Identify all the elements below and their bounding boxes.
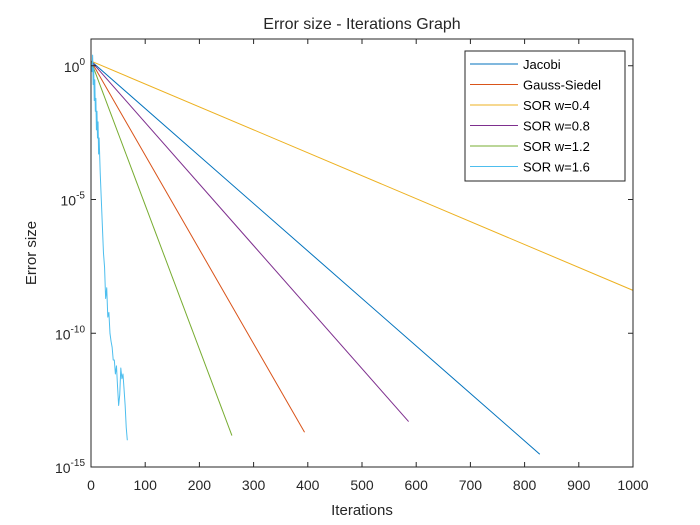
- legend-label-4: SOR w=1.2: [523, 139, 590, 154]
- y-tick-exponent: -5: [76, 191, 85, 202]
- series-line-2: [90, 60, 634, 291]
- y-tick-exponent: -15: [71, 458, 86, 469]
- y-tick-label: 10-10: [55, 324, 85, 342]
- x-axis-ticks: 0 100 200 300 400 500 600 700 800 900 1000: [87, 39, 649, 493]
- x-tick-label: 0: [87, 477, 95, 493]
- legend-items: Jacobi Gauss-Siedel SOR w=0.4 SOR w=0.8 SOR …: [470, 57, 601, 175]
- legend-label-0: Jacobi: [523, 57, 561, 72]
- x-tick-label: 800: [513, 477, 537, 493]
- x-tick-label: 900: [567, 477, 591, 493]
- series-line-4: [90, 60, 233, 436]
- series-lines: [90, 54, 634, 455]
- y-tick-exponent: -10: [71, 324, 86, 335]
- x-tick-label: 300: [242, 477, 266, 493]
- legend-box: [464, 50, 626, 182]
- series-line-3: [90, 60, 409, 422]
- x-tick-label: 100: [134, 477, 158, 493]
- series-line-1: [90, 60, 305, 433]
- legend-label-3: SOR w=0.8: [523, 119, 590, 134]
- chart-title: Error size - Iterations Graph: [263, 16, 460, 33]
- x-tick-label: 400: [296, 477, 320, 493]
- y-tick-exponent: 0: [79, 57, 85, 68]
- y-tick-label: 10-5: [61, 191, 86, 209]
- legend-label-1: Gauss-Siedel: [523, 78, 601, 93]
- legend-label-5: SOR w=1.6: [523, 160, 590, 175]
- x-tick-label: 1000: [617, 477, 648, 493]
- y-tick-base: 10: [55, 326, 71, 342]
- x-tick-label: 600: [405, 477, 429, 493]
- y-tick-base: 10: [64, 59, 80, 75]
- y-tick-label: 100: [64, 57, 86, 75]
- y-tick-label: 10-15: [55, 458, 85, 476]
- y-tick-base: 10: [55, 460, 71, 476]
- series-line-5: [90, 54, 128, 441]
- x-axis-label: Iterations: [331, 502, 393, 519]
- y-tick-base: 10: [61, 193, 77, 209]
- x-tick-label: 500: [350, 477, 374, 493]
- legend-label-2: SOR w=0.4: [523, 98, 590, 113]
- legend: Jacobi Gauss-Siedel SOR w=0.4 SOR w=0.8 SOR …: [464, 50, 626, 182]
- series-line-0: [90, 60, 541, 455]
- y-axis-label: Error size: [23, 221, 40, 285]
- x-tick-label: 700: [459, 477, 483, 493]
- x-tick-label: 200: [188, 477, 212, 493]
